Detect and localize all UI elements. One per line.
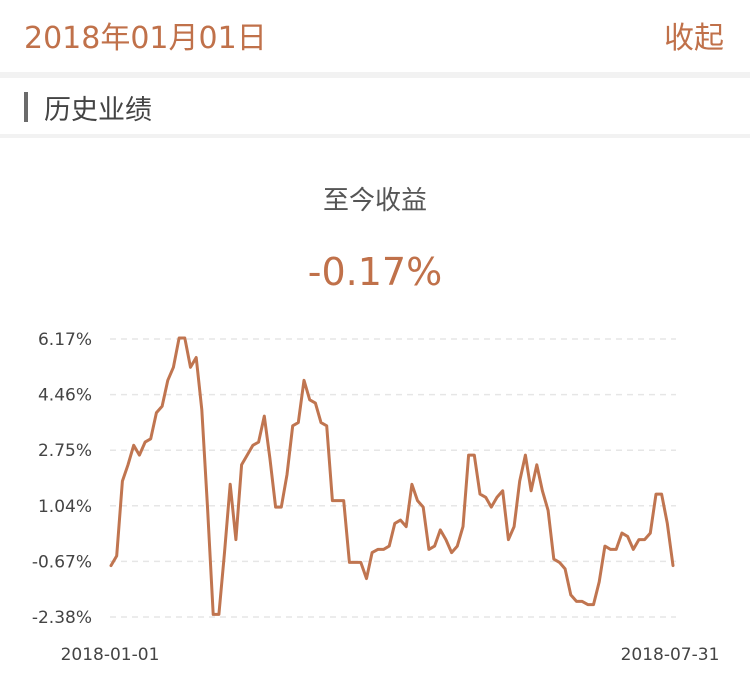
divider bbox=[0, 72, 750, 78]
y-tick-label: -0.67% bbox=[32, 552, 92, 572]
return-label: 至今收益 bbox=[322, 186, 427, 216]
divider bbox=[0, 134, 750, 138]
collapse-button[interactable]: 收起 bbox=[664, 21, 724, 56]
section-title: 历史业绩 bbox=[44, 95, 152, 126]
y-tick-label: 2.75% bbox=[38, 441, 92, 461]
date-label: 2018年01月01日 bbox=[24, 21, 267, 56]
y-tick-label: 6.17% bbox=[38, 330, 92, 350]
y-tick-label: 4.46% bbox=[38, 386, 92, 406]
header: 2018年01月01日 收起 bbox=[0, 0, 750, 72]
x-tick-label: 2018-07-31 bbox=[621, 645, 720, 665]
x-tick-label: 2018-01-01 bbox=[61, 645, 160, 665]
y-tick-label: -2.38% bbox=[32, 608, 92, 628]
return-value: -0.17% bbox=[307, 250, 443, 294]
section-marker bbox=[24, 92, 28, 122]
section-header: 历史业绩 bbox=[0, 78, 750, 136]
y-tick-label: 1.04% bbox=[38, 497, 92, 517]
series-line bbox=[109, 336, 675, 616]
